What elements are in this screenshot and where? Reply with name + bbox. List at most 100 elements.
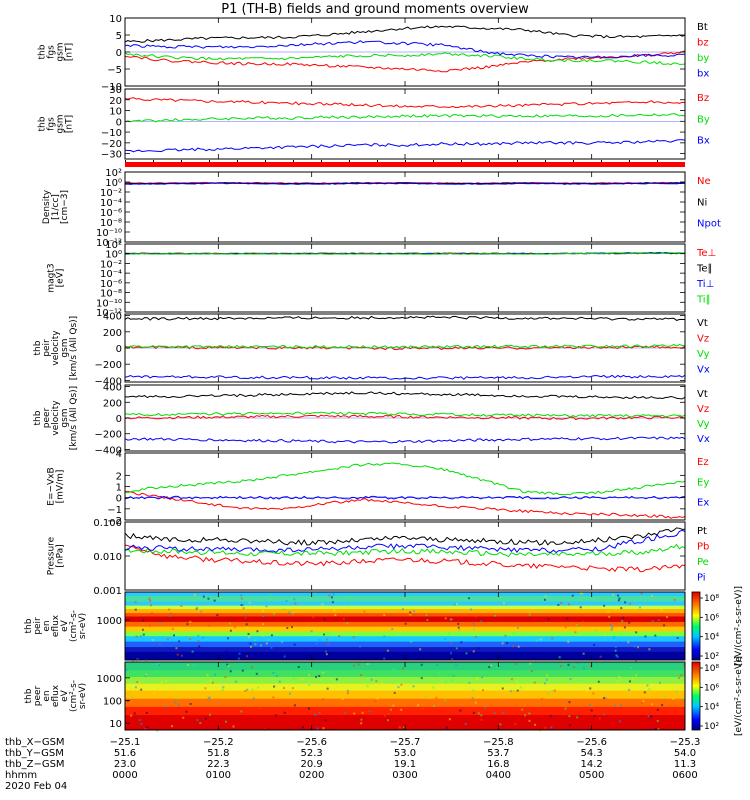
y-tick-label: 0.100 [93, 518, 122, 529]
y-tick-label: 10⁻⁴ [100, 198, 122, 209]
spectrogram-pixel [169, 632, 172, 635]
spectrogram-pixel [635, 631, 638, 634]
y-axis-label: thbpeerenefluxeV(cm²-s-sr-eV) [24, 680, 88, 712]
spectrogram-pixel [140, 635, 143, 638]
spectrogram-pixel [628, 688, 631, 691]
colorbar-tick-label: 10² [704, 652, 719, 662]
series-line-Vt [124, 391, 686, 400]
spectrogram-pixel [315, 675, 318, 678]
x-tick-label: −25.2 [203, 737, 234, 748]
spectrogram-pixel [368, 710, 371, 713]
spectrogram-pixel [386, 649, 389, 652]
quality-flag-tick [517, 160, 518, 162]
x-tick-label: 11.3 [674, 759, 696, 770]
spectrogram-pixel [318, 638, 321, 641]
spectrogram-pixel [679, 651, 682, 654]
spectrogram-pixel [648, 648, 651, 651]
spectrogram-band [125, 690, 685, 700]
spectrogram-pixel [222, 686, 225, 689]
quality-flag-tick [125, 160, 126, 162]
x-axis-date-label: 2020 Feb 04 [5, 781, 67, 792]
legend-entry: Vy [697, 349, 710, 360]
spectrogram-pixel [590, 709, 593, 712]
spectrogram-pixel [646, 684, 649, 687]
series-line-Pt [124, 527, 686, 546]
y-tick-label: 1 [116, 483, 122, 494]
spectrogram-pixel [387, 713, 390, 716]
spectrogram-pixel [609, 623, 612, 626]
spectrogram-pixel [211, 681, 214, 684]
spectrogram-pixel [216, 614, 219, 617]
y-axis-label: E=−VxB[mV/m] [47, 467, 66, 505]
spectrogram-pixel [244, 616, 247, 619]
series-line-Ti∥ [124, 252, 685, 255]
spectrogram-pixel [352, 636, 355, 639]
panel-8: 0.100 0.010 0.001 Pt Pb Pe Pi Pressure[nPa] [47, 518, 710, 597]
spectrogram-pixel [291, 687, 294, 690]
spectrogram-pixel [314, 592, 317, 595]
spectrogram-pixel [517, 606, 520, 609]
spectrogram-pixel [249, 642, 252, 645]
quality-flag-tick [405, 160, 406, 162]
y-tick-label: 0 [116, 48, 122, 59]
spectrogram-pixel [420, 677, 423, 680]
y-axis-label: thbfgsgsm[nT] [38, 114, 75, 133]
spectrogram-pixel [363, 610, 366, 613]
spectrogram-pixel [342, 617, 345, 620]
spectrogram-pixel [633, 645, 636, 648]
panel-frame [124, 521, 686, 591]
legend-entry: Pb [697, 542, 709, 553]
spectrogram-pixel [204, 687, 207, 690]
spectrogram-pixel [180, 654, 183, 657]
spectrogram-pixel [628, 602, 631, 605]
spectrogram-band [125, 601, 685, 607]
legend-entry: Vz [697, 334, 709, 345]
colorbar-tick-label: 10⁶ [704, 683, 719, 693]
spectrogram-pixel [346, 622, 349, 625]
quality-flag-tick [237, 160, 238, 162]
spectrogram-pixel [288, 611, 291, 614]
spectrogram-pixel [141, 628, 144, 631]
spectrogram-pixel [640, 592, 643, 595]
spectrogram-pixel [472, 621, 475, 624]
spectrogram-pixel [651, 620, 654, 623]
spectrogram-pixel [221, 688, 224, 691]
spectrogram-pixel [617, 679, 620, 682]
y-tick-label: 10⁻⁶ [100, 208, 122, 219]
spectrogram-pixel [460, 641, 463, 644]
spectrogram-pixel [511, 597, 514, 600]
spectrogram-pixel [246, 688, 249, 691]
y-tick-label: 200 [103, 398, 122, 409]
spectrogram-pixel [521, 708, 524, 711]
spectrogram-pixel [197, 639, 200, 642]
spectrogram-pixel [323, 633, 326, 636]
spectrogram-pixel [142, 619, 145, 622]
spectrogram-pixel [663, 696, 666, 699]
spectrogram-band [125, 715, 685, 730]
spectrogram-pixel [376, 697, 379, 700]
y-tick-label: 1000 [97, 674, 122, 685]
spectrogram-pixel [432, 686, 435, 689]
spectrogram-pixel [421, 707, 424, 710]
spectrogram-pixel [529, 662, 532, 665]
spectrogram-pixel [631, 677, 634, 680]
colorbar-tick-label: 10⁴ [704, 703, 719, 713]
spectrogram-band [125, 596, 685, 603]
spectrogram-pixel [213, 673, 216, 676]
spectrogram-pixel [131, 659, 134, 662]
spectrogram-pixel [448, 718, 451, 721]
spectrogram-pixel [176, 653, 179, 656]
spectrogram-pixel [629, 680, 632, 683]
x-tick-label: 53.0 [394, 748, 416, 759]
spectrogram-pixel [130, 714, 133, 717]
spectrogram-pixel [683, 663, 686, 666]
spectrogram-pixel [196, 606, 199, 609]
spectrogram-pixel [417, 704, 420, 707]
y-tick-label: 0 [116, 494, 122, 505]
spectrogram-pixel [614, 608, 617, 611]
y-tick-label: 10⁻⁶ [100, 279, 122, 290]
spectrogram-pixel [576, 662, 579, 665]
colorbar-label: [eV/(cm²-s-sr-eV)] [734, 656, 744, 736]
series-line-Bx [124, 139, 686, 153]
